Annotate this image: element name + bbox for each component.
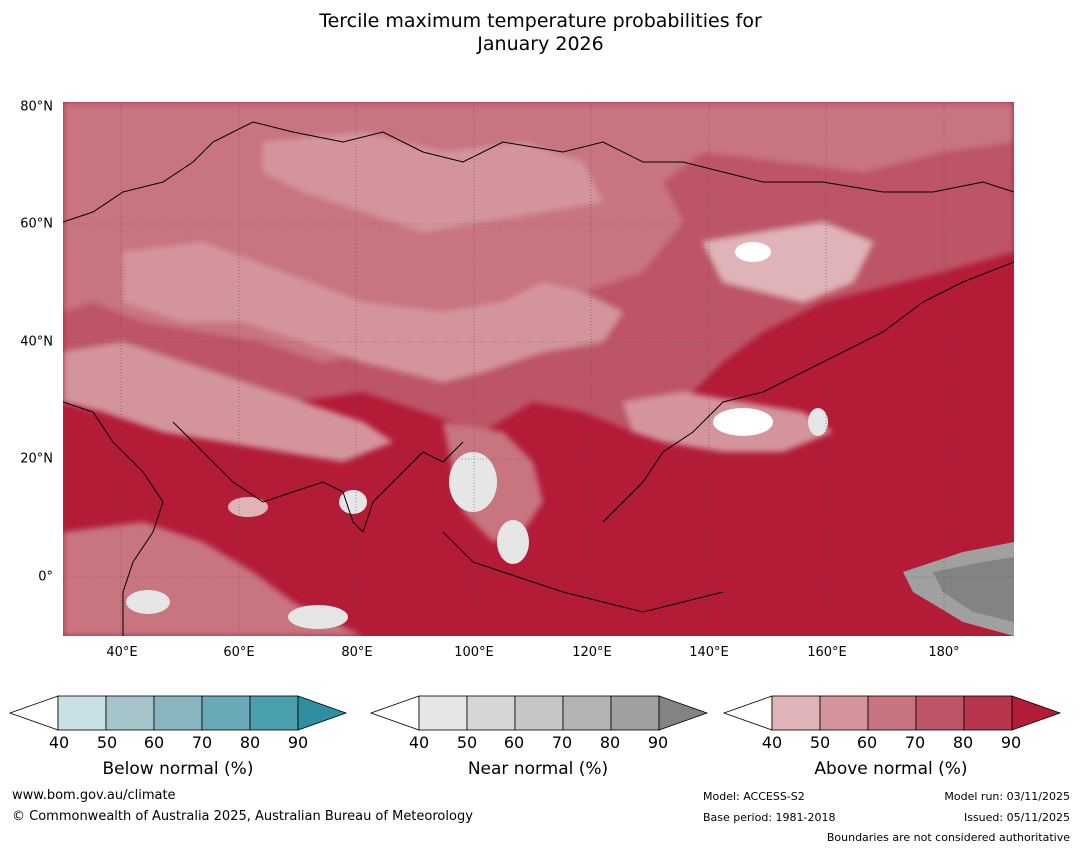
colorbar-below-swatch-60 xyxy=(153,695,203,731)
patch-near-normal-indian-ocean xyxy=(288,605,348,629)
coastline-south-asia xyxy=(172,421,464,533)
lon-label-60e: 60°E xyxy=(223,645,255,660)
colorbar-above-max-extension xyxy=(1011,695,1062,731)
colorbar-near-swatch-70 xyxy=(562,695,612,731)
lon-label-120e: 120°E xyxy=(572,645,612,660)
patch-near-normal-africa xyxy=(126,590,170,614)
colorbar-near-swatch-40 xyxy=(418,695,468,731)
cbar-below-tick-70: 70 xyxy=(191,733,213,752)
lat-label-0: 0° xyxy=(38,569,53,585)
colorbar-below-min-extension xyxy=(8,695,59,731)
cbar-below-tick-40: 40 xyxy=(48,733,70,752)
lon-label-160e: 160°E xyxy=(807,645,847,660)
copyright-text: © Commonwealth of Australia 2025, Austra… xyxy=(12,809,473,824)
cbar-near-tick-70: 70 xyxy=(551,733,573,752)
model-run-text: Model run: 03/11/2025 xyxy=(944,790,1070,803)
cbar-near-tick-80: 80 xyxy=(599,733,621,752)
colorbar-above-swatch-60 xyxy=(867,695,917,731)
colorbar-below-swatch-70 xyxy=(201,695,251,731)
cbar-below-tick-60: 60 xyxy=(143,733,165,752)
lat-label-80n: 80°N xyxy=(20,99,53,115)
low-probability-patches xyxy=(126,242,1014,636)
patch-near-normal-pacific xyxy=(808,408,828,436)
colorbar-near-svg xyxy=(369,695,709,731)
lon-label-180: 180° xyxy=(928,645,960,660)
cbar-below-title: Below normal (%) xyxy=(102,759,254,779)
patch-white-pacific xyxy=(713,408,773,436)
coastline-indonesia xyxy=(442,531,724,613)
colorbar-above-swatch-70 xyxy=(915,695,965,731)
title-line-2: January 2026 xyxy=(477,33,604,55)
cbar-near-title: Near normal (%) xyxy=(467,759,609,779)
colorbar-above-swatch-80 xyxy=(963,695,1013,731)
lon-label-80e: 80°E xyxy=(341,645,373,660)
lon-label-100e: 100°E xyxy=(454,645,494,660)
colorbar-above-swatch-40 xyxy=(771,695,821,731)
colorbar-below-swatch-50 xyxy=(105,695,155,731)
base-period-text: Base period: 1981-2018 xyxy=(703,811,836,824)
colorbar-above-normal xyxy=(722,695,1062,731)
lat-label-60n: 60°N xyxy=(20,216,53,232)
cbar-above-tick-70: 70 xyxy=(904,733,926,752)
colorbar-near-max-extension xyxy=(658,695,709,731)
colorbar-below-swatch-80 xyxy=(249,695,299,731)
field-above-50-central xyxy=(123,242,623,382)
patch-near-normal-indochina xyxy=(449,452,497,512)
colorbar-below-swatch-40 xyxy=(57,695,107,731)
field-above-50-middle-east xyxy=(63,342,393,462)
field-above-50-siberia xyxy=(263,132,603,232)
cbar-above-tick-50: 50 xyxy=(809,733,831,752)
colorbar-near-swatch-80 xyxy=(610,695,660,731)
cbar-below-tick-50: 50 xyxy=(96,733,118,752)
colorbar-near-swatch-60 xyxy=(514,695,564,731)
cbar-near-tick-60: 60 xyxy=(503,733,525,752)
coastline-africa xyxy=(63,401,164,636)
chart-title: Tercile maximum temperature probabilitie… xyxy=(0,10,1081,56)
patch-near-normal-india xyxy=(339,490,367,514)
cbar-above-tick-90: 90 xyxy=(1000,733,1022,752)
coastline-pacific-rim xyxy=(602,261,1014,523)
lat-label-20n: 20°N xyxy=(20,451,53,467)
cbar-above-tick-80: 80 xyxy=(952,733,974,752)
patch-near-normal-sea xyxy=(497,520,529,564)
lon-label-40e: 40°E xyxy=(106,645,138,660)
colorbar-above-min-extension xyxy=(722,695,773,731)
colorbar-below-max-extension xyxy=(297,695,348,731)
lon-label-140e: 140°E xyxy=(689,645,729,660)
cbar-near-tick-90: 90 xyxy=(647,733,669,752)
colorbar-near-min-extension xyxy=(369,695,420,731)
colorbar-above-svg xyxy=(722,695,1062,731)
probability-map xyxy=(63,102,1014,636)
colorbar-below-svg xyxy=(8,695,348,731)
colorbar-near-normal xyxy=(369,695,709,731)
patch-near-normal-90-equatorial-pacific xyxy=(933,557,1014,622)
patch-white-east-siberia xyxy=(735,242,771,262)
colorbar-above-swatch-50 xyxy=(819,695,869,731)
cbar-above-tick-60: 60 xyxy=(856,733,878,752)
cbar-below-tick-80: 80 xyxy=(239,733,261,752)
coastline-arctic xyxy=(63,121,1014,223)
grid-lines xyxy=(63,102,1014,636)
colorbar-below-normal xyxy=(8,695,348,731)
cbar-below-tick-90: 90 xyxy=(287,733,309,752)
model-text: Model: ACCESS-S2 xyxy=(703,790,805,803)
issued-text: Issued: 05/11/2025 xyxy=(963,811,1070,824)
colorbar-near-swatch-50 xyxy=(466,695,516,731)
coastlines xyxy=(63,121,1014,636)
website-link[interactable]: www.bom.gov.au/climate xyxy=(12,788,176,803)
title-line-1: Tercile maximum temperature probabilitie… xyxy=(319,10,762,32)
field-above-40-northeast xyxy=(703,222,873,302)
cbar-above-title: Above normal (%) xyxy=(814,759,968,779)
disclaimer-text: Boundaries are not considered authoritat… xyxy=(826,831,1070,844)
patch-above-40-arabian-sea xyxy=(228,497,268,517)
cbar-above-tick-40: 40 xyxy=(761,733,783,752)
cbar-near-tick-40: 40 xyxy=(408,733,430,752)
lat-label-40n: 40°N xyxy=(20,334,53,350)
cbar-near-tick-50: 50 xyxy=(456,733,478,752)
map-svg xyxy=(63,102,1014,636)
